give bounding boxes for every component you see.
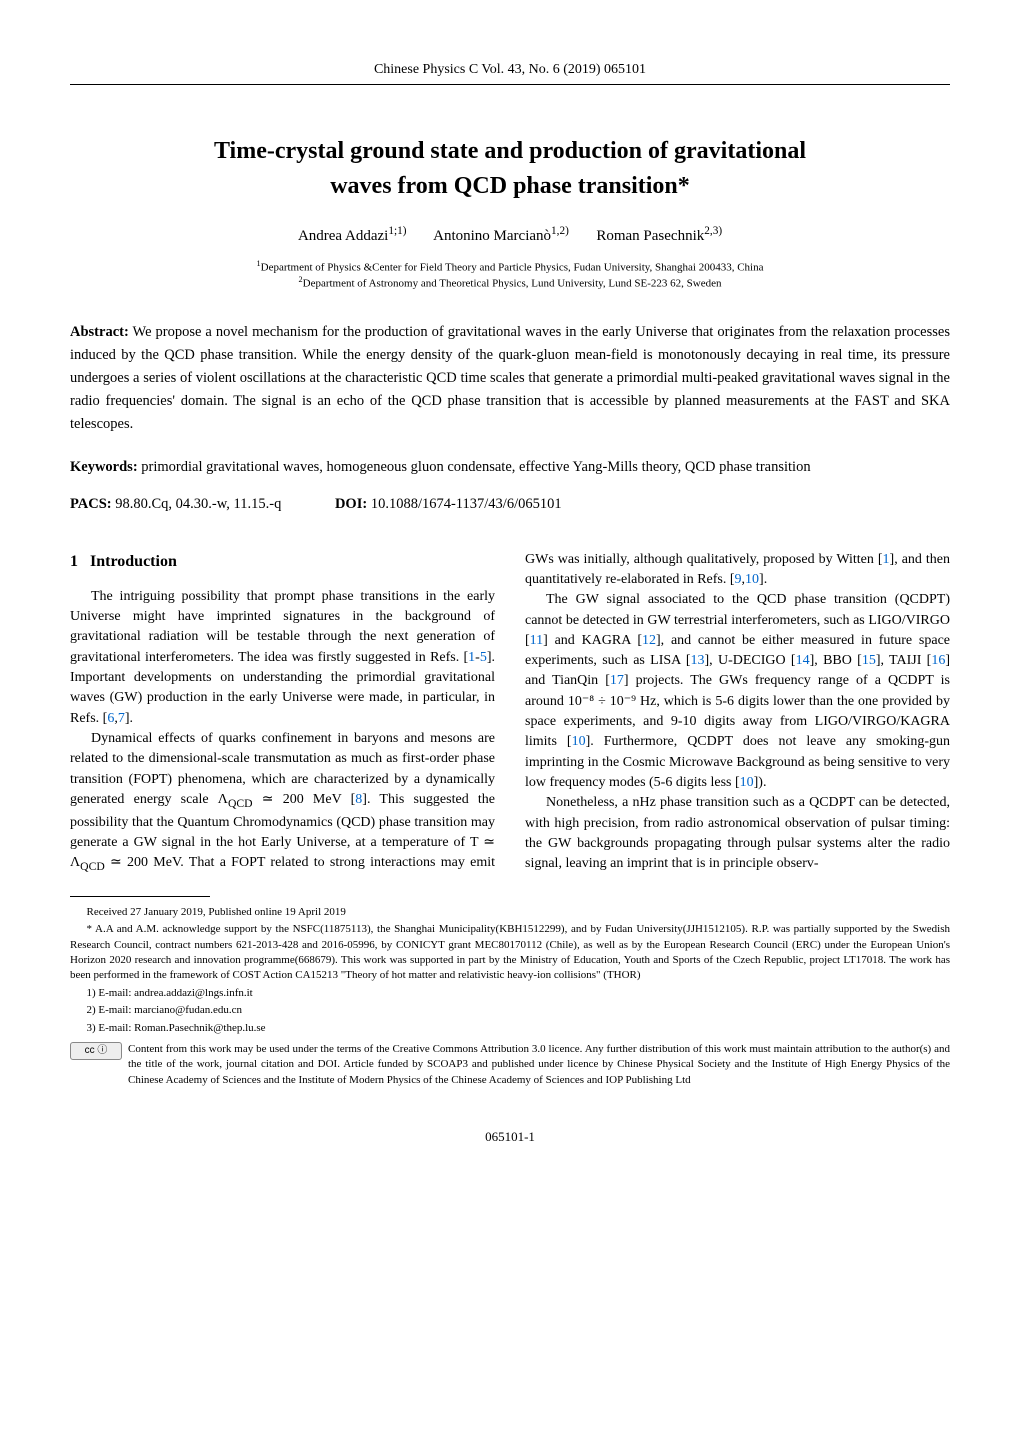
author-2-sup: 1,2): [551, 225, 569, 237]
p3-text-e: ], BBO [: [810, 653, 862, 668]
ref-link-7[interactable]: 7: [118, 711, 125, 726]
affiliation-2: 2Department of Astronomy and Theoretical…: [70, 275, 950, 291]
keywords-label: Keywords:: [70, 459, 138, 475]
p1-text-a: The intriguing possibility that prompt p…: [70, 589, 495, 665]
intro-paragraph-1: The intriguing possibility that prompt p…: [70, 587, 495, 729]
footnote-received: Received 27 January 2019, Published onli…: [70, 905, 950, 920]
p3-text-f: ], TAIJI [: [876, 653, 932, 668]
ref-link-11[interactable]: 11: [530, 633, 543, 648]
pacs-doi-row: PACS: 98.80.Cq, 04.30.-w, 11.15.-q DOI: …: [70, 494, 950, 514]
section-1-number: 1: [70, 553, 78, 570]
ref-link-15[interactable]: 15: [862, 653, 876, 668]
ref-link-13[interactable]: 13: [690, 653, 704, 668]
paper-title-line1: Time-crystal ground state and production…: [70, 135, 950, 169]
ref-link-1b[interactable]: 1: [883, 552, 890, 567]
approx200: ≃ 200 MeV [: [253, 792, 356, 807]
p1-text-c: ].: [125, 711, 133, 726]
footnote-funding: * A.A and A.M. acknowledge support by th…: [70, 922, 950, 984]
ref-link-9[interactable]: 9: [735, 572, 742, 587]
author-3-name: Roman Pasechnik: [596, 228, 704, 244]
affiliation-1: 1Department of Physics &Center for Field…: [70, 259, 950, 275]
section-1-title: Introduction: [90, 553, 177, 570]
doi-label: DOI:: [335, 496, 367, 512]
pacs-label: PACS:: [70, 496, 112, 512]
ref-link-10[interactable]: 10: [745, 572, 759, 587]
doi-text: 10.1088/1674-1137/43/6/065101: [367, 496, 561, 512]
qcd-subscript-2: QCD: [80, 860, 105, 873]
page-number: 065101-1: [70, 1128, 950, 1146]
p3-text-j: ]).: [754, 775, 767, 790]
author-1: Andrea Addazi1;1): [298, 228, 407, 244]
ref-link-10b[interactable]: 10: [572, 734, 586, 749]
p3-text-i: ]. Furthermore, QCDPT does not leave any…: [525, 734, 950, 790]
footnote-email-3: 3) E-mail: Roman.Pasechnik@thep.lu.se: [70, 1021, 950, 1036]
body-two-column: 1 Introduction The intriguing possibilit…: [70, 550, 950, 876]
abstract-block: Abstract: We propose a novel mechanism f…: [70, 321, 950, 437]
qcd-subscript: QCD: [228, 797, 253, 810]
footnotes-block: Received 27 January 2019, Published onli…: [70, 905, 950, 1088]
footnote-email-1: 1) E-mail: andrea.addazi@lngs.infn.it: [70, 986, 950, 1001]
paper-title-line2: waves from QCD phase transition*: [70, 170, 950, 204]
section-1-heading: 1 Introduction: [70, 550, 495, 573]
abstract-text: We propose a novel mechanism for the pro…: [70, 324, 950, 433]
author-1-sup: 1;1): [388, 225, 406, 237]
license-text: Content from this work may be used under…: [128, 1042, 950, 1088]
license-row: cc ⓘ Content from this work may be used …: [70, 1042, 950, 1088]
author-1-name: Andrea Addazi: [298, 228, 388, 244]
ref-link-12[interactable]: 12: [642, 633, 656, 648]
keywords-block: Keywords: primordial gravitational waves…: [70, 457, 950, 479]
keywords-text: primordial gravitational waves, homogene…: [138, 459, 811, 475]
ref-link-17[interactable]: 17: [610, 673, 624, 688]
p3-text-b: ] and KAGRA [: [543, 633, 642, 648]
journal-header: Chinese Physics C Vol. 43, No. 6 (2019) …: [70, 60, 950, 85]
abstract-label: Abstract:: [70, 324, 129, 340]
pacs-text: 98.80.Cq, 04.30.-w, 11.15.-q: [112, 496, 282, 512]
author-2: Antonino Marcianò1,2): [433, 228, 569, 244]
p2-text-d: was initially, although qualitatively, p…: [558, 552, 883, 567]
affiliation-1-text: Department of Physics &Center for Field …: [261, 261, 764, 273]
author-3-sup: 2,3): [704, 225, 722, 237]
p2-text-f: ].: [759, 572, 767, 587]
author-2-name: Antonino Marcianò: [433, 228, 551, 244]
ref-link-14[interactable]: 14: [796, 653, 810, 668]
affiliation-2-text: Department of Astronomy and Theoretical …: [303, 277, 722, 289]
ref-link-10c[interactable]: 10: [740, 775, 754, 790]
author-list: Andrea Addazi1;1) Antonino Marcianò1,2) …: [70, 224, 950, 247]
ref-link-5[interactable]: 5: [480, 650, 487, 665]
ref-link-16[interactable]: 16: [931, 653, 945, 668]
footnote-email-2: 2) E-mail: marciano@fudan.edu.cn: [70, 1003, 950, 1018]
p3-text-d: ], U-DECIGO [: [704, 653, 795, 668]
intro-paragraph-3: The GW signal associated to the QCD phas…: [525, 590, 950, 793]
intro-paragraph-4: Nonetheless, a nHz phase transition such…: [525, 793, 950, 874]
cc-badge-icon: cc ⓘ: [70, 1042, 122, 1060]
author-3: Roman Pasechnik2,3): [596, 228, 722, 244]
affiliations: 1Department of Physics &Center for Field…: [70, 259, 950, 291]
footnote-separator: [70, 896, 210, 897]
